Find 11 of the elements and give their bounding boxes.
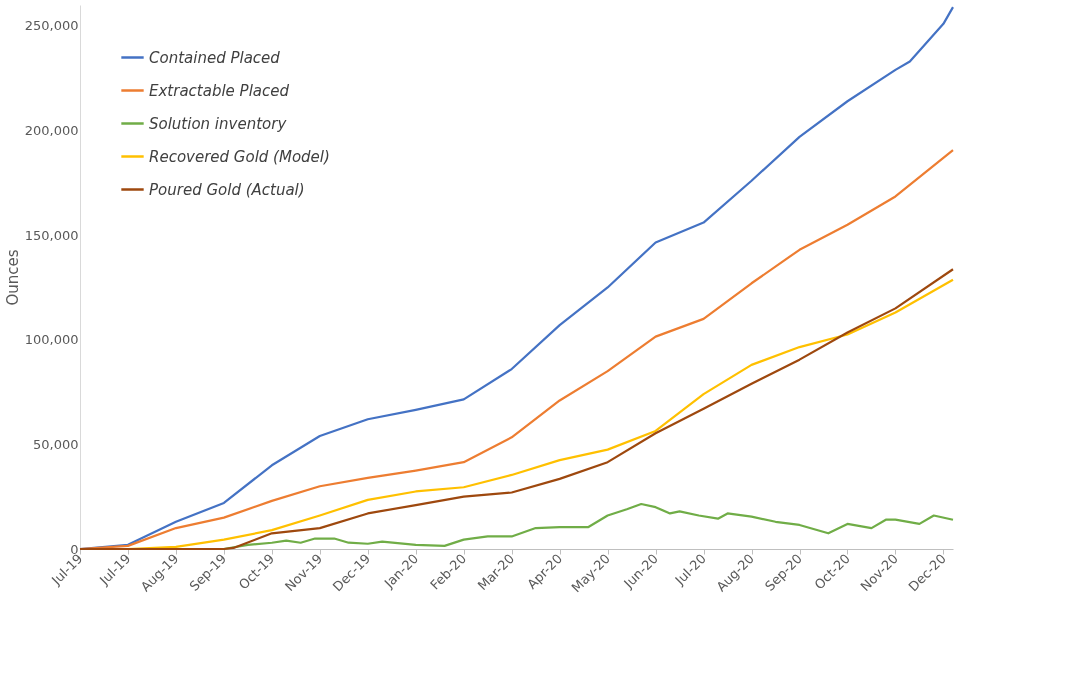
legend-label: Solution inventory: [149, 114, 288, 133]
legend-label: Extractable Placed: [149, 81, 290, 100]
y-tick-label: 250,000: [24, 18, 79, 34]
legend-label: Poured Gold (Actual): [149, 180, 305, 199]
legend-label: Contained Placed: [149, 48, 281, 67]
y-tick-label: 50,000: [33, 436, 79, 452]
y-axis-title: Ounces: [3, 249, 22, 306]
y-tick-label: 150,000: [24, 227, 79, 243]
legend-label: Recovered Gold (Model): [149, 147, 330, 166]
y-tick-label: 100,000: [24, 332, 79, 348]
y-tick-label: 200,000: [24, 123, 79, 139]
